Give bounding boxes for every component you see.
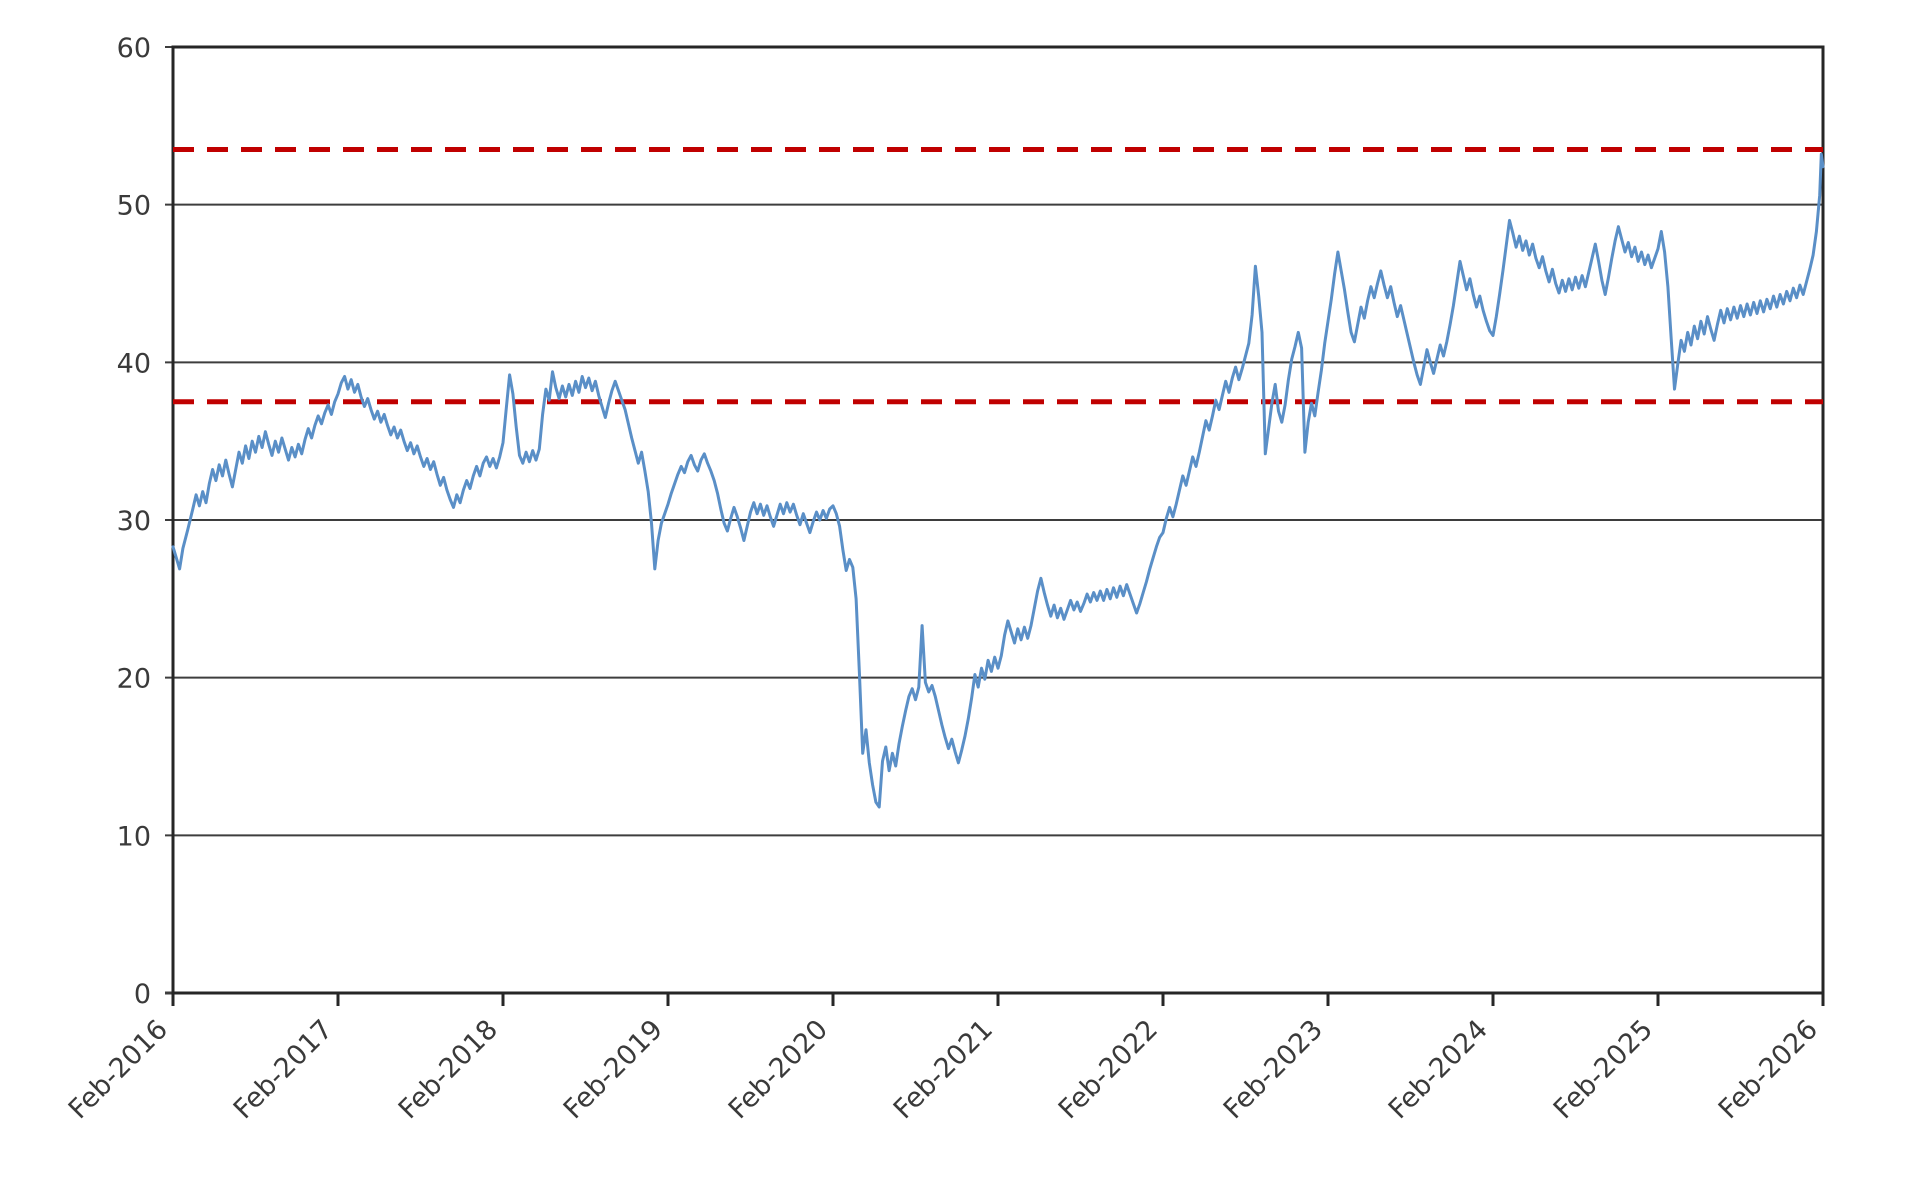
x-axis-tick-label: Feb-2025 — [1548, 1014, 1659, 1125]
y-axis-tick-label: 0 — [134, 979, 151, 1010]
x-axis-tick-label: Feb-2024 — [1383, 1014, 1494, 1125]
price-series-line — [171, 152, 1825, 809]
x-axis-tick-label: Feb-2026 — [1713, 1014, 1824, 1125]
y-axis-labels: 0 10 20 30 40 50 60 — [117, 33, 151, 1010]
plot-border — [171, 45, 1825, 995]
x-axis-labels: Feb-2016 Feb-2017 Feb-2018 Feb-2019 Feb-2020… — [63, 1014, 1824, 1125]
x-axis-tick-label: Feb-2019 — [558, 1014, 669, 1125]
y-axis-tick-label: 10 — [117, 821, 151, 852]
x-axis-ticks — [171, 993, 1825, 1006]
y-axis-tick-label: 40 — [117, 348, 151, 379]
y-axis-tick-label: 50 — [117, 191, 151, 222]
x-axis-tick-label: Feb-2016 — [63, 1014, 174, 1125]
x-axis-tick-label: Feb-2018 — [393, 1014, 504, 1125]
y-axis-tick-label: 60 — [117, 33, 151, 64]
gridlines — [165, 46, 1823, 995]
x-axis-tick-label: Feb-2023 — [1218, 1014, 1329, 1125]
y-axis-tick-label: 20 — [117, 664, 151, 695]
x-axis-tick-label: Feb-2017 — [228, 1014, 339, 1125]
y-axis-tick-label: 30 — [117, 506, 151, 537]
x-axis-tick-label: Feb-2022 — [1053, 1014, 1164, 1125]
x-axis-tick-label: Feb-2021 — [888, 1014, 999, 1125]
x-axis-tick-label: Feb-2020 — [723, 1014, 834, 1125]
